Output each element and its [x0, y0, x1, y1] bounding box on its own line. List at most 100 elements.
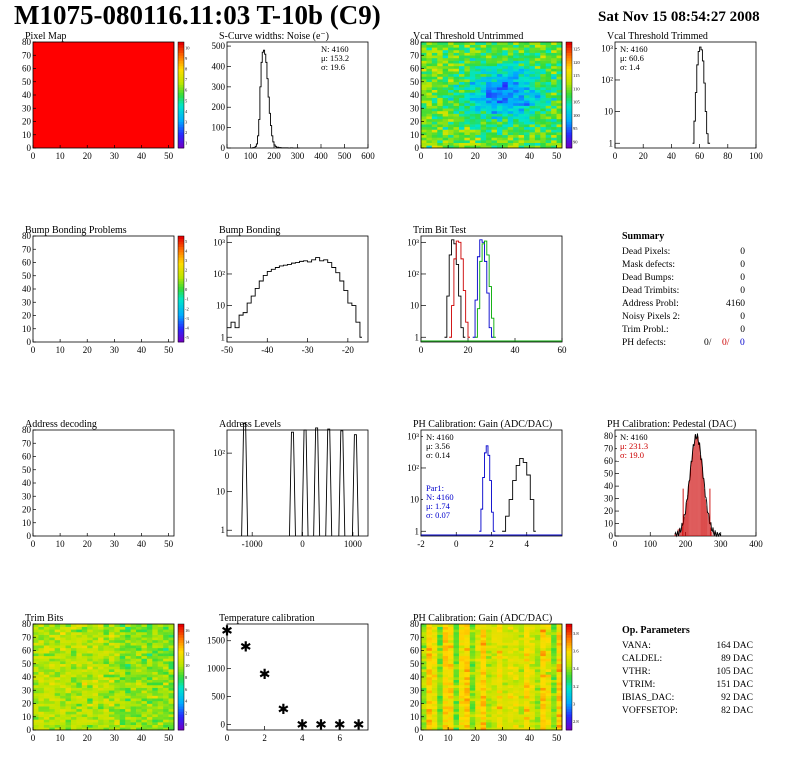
heatmap-cell [60, 708, 66, 712]
heatmap-cell [163, 669, 169, 672]
heatmap-cell [496, 113, 503, 117]
heatmap-cell [103, 645, 110, 649]
heatmap-cell [81, 687, 88, 691]
heatmap-cell [524, 679, 530, 683]
heatmap-cell [130, 626, 137, 630]
heatmap-cell [545, 647, 552, 651]
heatmap-cell [114, 634, 121, 638]
heatmap-cell [496, 108, 503, 112]
heatmap-cell [442, 653, 449, 657]
heatmap-cell [49, 661, 55, 665]
heatmap-cell [426, 57, 433, 61]
heatmap-cell [442, 722, 449, 725]
heatmap-cell [70, 637, 77, 641]
heatmap-cell [502, 63, 509, 67]
heatmap-cell [486, 666, 492, 670]
heatmap-cell [437, 661, 443, 665]
heatmap-cell [524, 669, 530, 672]
heatmap-cell [507, 647, 514, 651]
heatmap-cell [448, 52, 454, 56]
heatmap-cell [534, 669, 541, 672]
heatmap-cell [43, 687, 50, 691]
heatmap-cell [496, 679, 503, 683]
heatmap-cell [518, 629, 525, 633]
heatmap-cell [168, 663, 175, 667]
heatmap-cell [421, 682, 427, 686]
heatmap-cell [545, 73, 552, 77]
heatmap-cell [534, 92, 541, 96]
heatmap-cell [442, 79, 449, 83]
colorbar-segment [178, 65, 184, 69]
heatmap-cell [152, 724, 159, 728]
heatmap-cell [464, 639, 471, 643]
heatmap-cell [453, 684, 460, 688]
heatmap-cell [469, 719, 476, 723]
heatmap-cell [551, 692, 557, 696]
heatmap-cell [163, 716, 169, 720]
heatmap-cell [480, 631, 487, 635]
heatmap-cell [448, 626, 454, 630]
heatmap-cell [92, 647, 99, 651]
heatmap-cell [524, 60, 530, 64]
y-tick-label: 10³ [407, 237, 419, 247]
heatmap-cell [458, 132, 465, 136]
colorbar-segment [178, 624, 184, 628]
heatmap-cell [43, 719, 50, 723]
heatmap-cell [431, 57, 438, 61]
heatmap-cell [103, 714, 110, 718]
heatmap-cell [426, 84, 433, 88]
heatmap-cell [33, 703, 39, 707]
colorbar-segment [566, 698, 572, 702]
heatmap-cell [146, 645, 153, 649]
heatmap-cell [475, 642, 481, 646]
heatmap-cell [551, 687, 557, 691]
heatmap-cell [486, 716, 492, 720]
heatmap-cell [507, 49, 514, 53]
y-tick-label: 40 [22, 478, 32, 488]
heatmap-cell [534, 666, 541, 670]
colorbar-segment [566, 714, 572, 718]
x-tick-label: -20 [342, 345, 354, 355]
heatmap-cell [524, 145, 530, 149]
heatmap-cell [146, 647, 153, 651]
heatmap-cell [163, 658, 169, 662]
heatmap-cell [502, 134, 509, 138]
heatmap-cell [502, 658, 509, 662]
heatmap-cell [136, 655, 142, 659]
heatmap-cell [38, 724, 45, 728]
heatmap-cell [125, 716, 131, 720]
heatmap-cell [486, 110, 492, 114]
heatmap-cell [458, 634, 465, 638]
heatmap-cell [475, 631, 481, 635]
heatmap-cell [480, 100, 487, 104]
heatmap-cell [448, 639, 454, 643]
heatmap-cell [136, 695, 142, 699]
heatmap-cell [475, 113, 481, 117]
x-tick-label: 0 [225, 733, 230, 743]
heatmap-cell [421, 666, 427, 670]
heatmap-cell [146, 669, 153, 672]
heatmap-cell [92, 669, 99, 672]
heatmap-cell [141, 703, 148, 707]
heatmap-cell [513, 145, 519, 149]
heatmap-cell [453, 706, 460, 710]
heatmap-cell [108, 642, 115, 646]
heatmap-cell [33, 653, 39, 657]
heatmap-cell [437, 126, 443, 130]
heatmap-cell [469, 68, 476, 72]
heatmap-cell [540, 711, 547, 715]
heatmap-cell [551, 647, 557, 651]
heatmap-cell [103, 650, 110, 654]
heatmap-cell [146, 658, 153, 662]
heatmap-cell [33, 674, 39, 678]
heatmap-cell [464, 95, 471, 98]
heatmap-cell [469, 60, 476, 64]
heatmap-cell [524, 100, 530, 104]
heatmap-cell [524, 49, 530, 53]
heatmap-cell [534, 661, 541, 665]
heatmap-cell [168, 634, 175, 638]
heatmap-cell [437, 658, 443, 662]
y-tick-label: 10² [601, 75, 613, 85]
heatmap-cell [448, 60, 454, 64]
